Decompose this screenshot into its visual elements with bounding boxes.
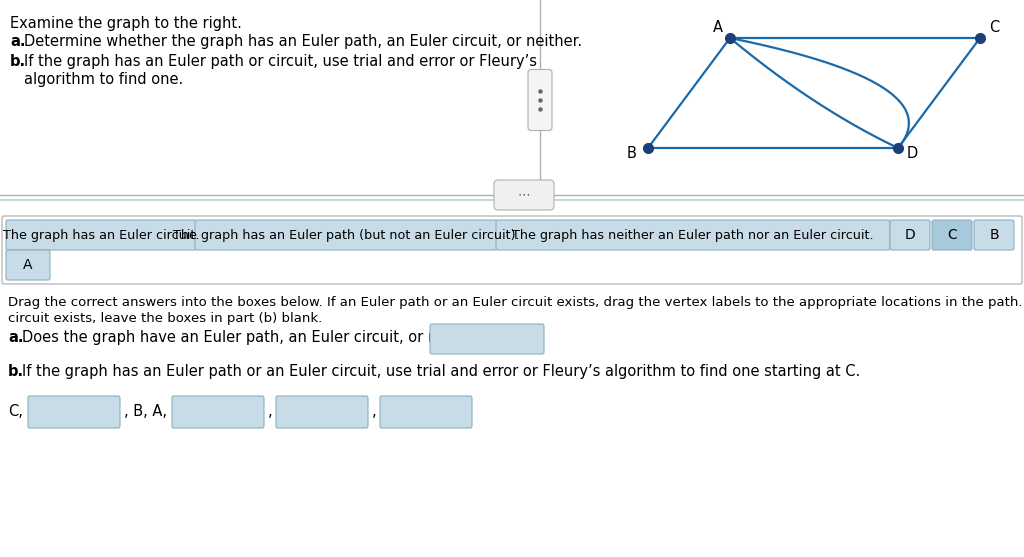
FancyBboxPatch shape [6,250,50,280]
Text: ,: , [372,404,377,419]
Text: C: C [989,21,999,36]
FancyBboxPatch shape [932,220,972,250]
FancyBboxPatch shape [890,220,930,250]
Text: If the graph has an Euler path or circuit, use trial and error or Fleury’s: If the graph has an Euler path or circui… [24,54,537,69]
Text: C,: C, [8,404,23,419]
Text: B: B [627,146,637,162]
FancyBboxPatch shape [430,324,544,354]
FancyBboxPatch shape [276,396,368,428]
Text: b.: b. [8,364,25,379]
FancyBboxPatch shape [6,220,196,250]
FancyBboxPatch shape [172,396,264,428]
Text: The graph has neither an Euler path nor an Euler circuit.: The graph has neither an Euler path nor … [512,228,873,242]
FancyBboxPatch shape [494,180,554,210]
Text: Drag the correct answers into the boxes below. If an Euler path or an Euler circ: Drag the correct answers into the boxes … [8,296,1024,309]
Text: D: D [904,228,915,242]
Text: ,: , [268,404,272,419]
Text: ⋯: ⋯ [518,188,530,202]
FancyBboxPatch shape [974,220,1014,250]
Text: algorithm to find one.: algorithm to find one. [24,72,183,87]
FancyBboxPatch shape [528,70,552,130]
FancyBboxPatch shape [28,396,120,428]
FancyBboxPatch shape [496,220,890,250]
Text: C: C [947,228,956,242]
Text: The graph has an Euler circuit.: The graph has an Euler circuit. [3,228,200,242]
Text: B: B [989,228,998,242]
Text: a.: a. [10,34,26,49]
Text: The graph has an Euler path (but not an Euler circuit).: The graph has an Euler path (but not an … [173,228,519,242]
Text: Does the graph have an Euler path, an Euler circuit, or neither?: Does the graph have an Euler path, an Eu… [22,330,488,345]
FancyBboxPatch shape [380,396,472,428]
Text: A: A [24,258,33,272]
Text: circuit exists, leave the boxes in part (b) blank.: circuit exists, leave the boxes in part … [8,312,323,325]
Text: If the graph has an Euler path or an Euler circuit, use trial and error or Fleur: If the graph has an Euler path or an Eul… [22,364,860,379]
Text: a.: a. [8,330,24,345]
Text: Determine whether the graph has an Euler path, an Euler circuit, or neither.: Determine whether the graph has an Euler… [24,34,582,49]
Text: , B, A,: , B, A, [124,404,167,419]
Text: A: A [713,21,723,36]
Text: Examine the graph to the right.: Examine the graph to the right. [10,16,242,31]
Text: b.: b. [10,54,27,69]
FancyBboxPatch shape [195,220,497,250]
Text: D: D [906,146,918,162]
